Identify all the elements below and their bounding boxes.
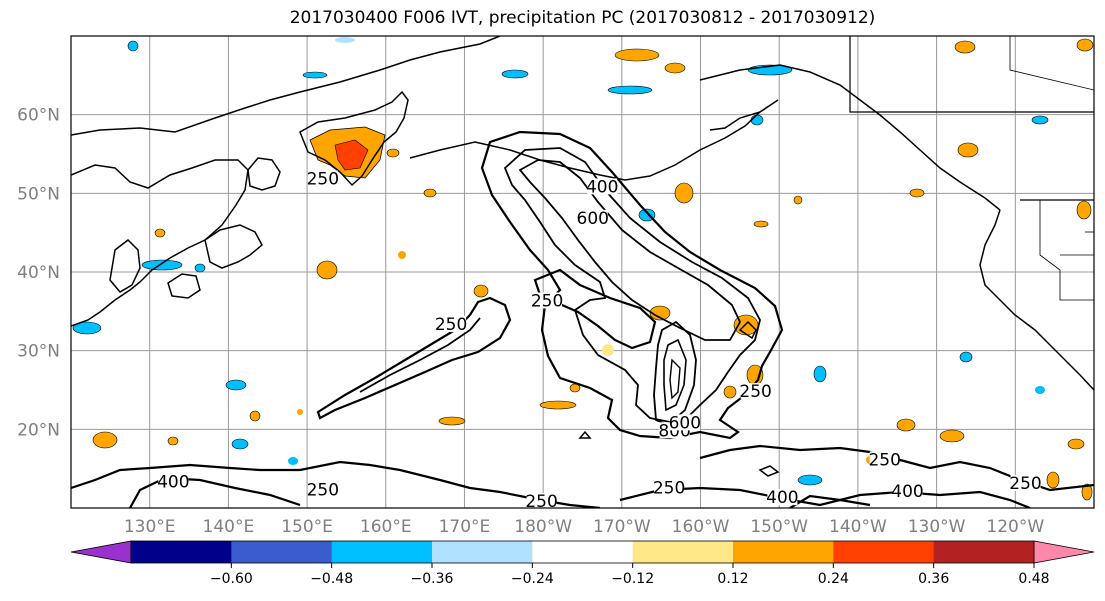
colorbar-tick-label: 0.48: [1018, 571, 1049, 587]
longitude-label: 140°E: [203, 517, 255, 537]
longitude-label: 180°W: [514, 517, 572, 537]
contour-label: 250: [868, 450, 900, 470]
longitude-label: 150°E: [281, 517, 333, 537]
contour-label: 600: [669, 413, 701, 433]
longitude-label: 170°E: [439, 517, 491, 537]
colorbar-bin: [933, 541, 1035, 563]
contour-label-bg: [158, 473, 189, 490]
longitude-label: 160°W: [672, 517, 730, 537]
colorbar-tick-label: 0.24: [818, 571, 849, 587]
colorbar-bin: [331, 541, 433, 563]
contour-label-bg: [669, 414, 700, 431]
contour-label-bg: [307, 481, 338, 498]
colorbar-bin: [532, 541, 634, 563]
colorbar-tick-label: −0.36: [411, 571, 454, 587]
colorbar-tick-label: −0.48: [310, 571, 353, 587]
map-frame: [70, 35, 1095, 509]
colorbar: −0.60 −0.48 −0.36 −0.24 −0.12 0.12 0.24 0.36 0.4…: [70, 540, 1095, 587]
contour-label: 400: [766, 488, 798, 508]
contour-label-bg: [436, 316, 467, 333]
colorbar-bin: [632, 541, 734, 563]
contour-label: 600: [577, 209, 609, 229]
contour-label-bg: [526, 493, 557, 508]
colorbar-tick-label: 0.12: [717, 571, 748, 587]
contour-label-bg: [740, 382, 771, 399]
longitude-label: 130°W: [908, 517, 966, 537]
contour-label-bg: [577, 209, 608, 226]
colorbar-frame: [130, 540, 1035, 564]
contour-label-bg: [1010, 474, 1041, 491]
latitude-label: 50°N: [17, 184, 60, 204]
contour-label: 250: [307, 480, 339, 500]
longitude-label: 170°W: [593, 517, 651, 537]
contour-label: 250: [739, 382, 771, 402]
contour-label: 250: [1009, 474, 1041, 494]
latitude-label: 30°N: [17, 342, 60, 362]
contour-label: 250: [531, 291, 563, 311]
contour-label-bg: [892, 482, 923, 499]
contour-label: 250: [653, 479, 685, 499]
contour-label-bg: [869, 451, 900, 468]
contour-label-bg: [587, 178, 618, 195]
colorbar-tick-label: −0.60: [210, 571, 253, 587]
longitude-label: 140°W: [829, 517, 887, 537]
longitude-labels: 130°E 140°E 150°E 160°E 170°E 180°W 170°W 160°W…: [124, 517, 1045, 537]
colorbar-bin: [432, 541, 533, 563]
longitude-label: 120°W: [986, 517, 1044, 537]
colorbar-bin: [733, 541, 834, 563]
contour-label-bg: [767, 489, 798, 506]
colorbar-tick-label: −0.12: [611, 571, 654, 587]
contour-label: 400: [586, 177, 618, 197]
contour-label: 400: [891, 482, 923, 502]
contour-label: 400: [157, 472, 189, 492]
colorbar-bin: [231, 541, 333, 563]
latitude-label: 20°N: [17, 420, 60, 440]
contour-label-bg: [532, 292, 563, 309]
contour-label: 250: [525, 492, 557, 512]
colorbar-bin: [131, 541, 232, 563]
latitude-labels: 60°N 50°N 40°N 30°N 20°N: [17, 106, 60, 441]
longitude-label: 130°E: [124, 517, 176, 537]
contour-label: 250: [435, 315, 467, 335]
colorbar-bin: [833, 541, 935, 563]
chart-title: 2017030400 F006 IVT, precipitation PC (2…: [289, 8, 876, 28]
contour-label: 250: [307, 170, 339, 190]
colorbar-tick-label: 0.36: [918, 571, 949, 587]
colorbar-extend-max: [1033, 540, 1095, 564]
contour-label-bg: [654, 479, 685, 496]
latitude-label: 60°N: [17, 106, 60, 126]
latitude-label: 40°N: [17, 263, 60, 283]
longitude-label: 160°E: [360, 517, 412, 537]
colorbar-tick-label: −0.24: [511, 571, 554, 587]
longitude-label: 150°W: [750, 517, 808, 537]
contour-label-bg: [307, 170, 338, 187]
coastlines: [71, 36, 1094, 477]
colorbar-extend-min: [70, 540, 132, 564]
